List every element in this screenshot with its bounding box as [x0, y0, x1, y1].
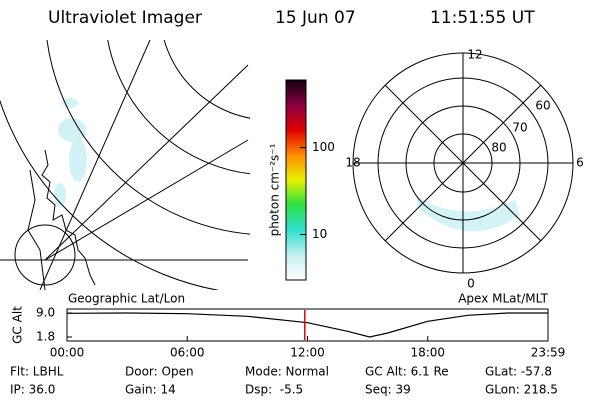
x-tick-label: 18:00 [410, 346, 445, 360]
title: Ultraviolet Imager [48, 8, 202, 28]
colorbar-tick-label: 10 [312, 227, 327, 241]
polar-label: 70 [512, 121, 527, 135]
x-tick-label: 06:00 [170, 346, 205, 360]
polar-label: 12 [467, 48, 482, 62]
info-field: Mode: Normal [245, 365, 329, 379]
polar-label: 0 [467, 277, 475, 291]
colorbar [285, 79, 307, 281]
polar-label: 60 [535, 99, 550, 113]
info-field: Gain: 14 [125, 383, 176, 397]
polar-label: 6 [576, 156, 584, 170]
time: 11:51:55 UT [430, 8, 535, 28]
info-field: Dsp: -5.5 [245, 383, 303, 397]
x-tick-label: 12:00 [290, 346, 325, 360]
info-field: GLat: -57.8 [485, 365, 552, 379]
altitude-line [66, 312, 548, 338]
colorbar-label: photon cm⁻²s⁻¹ [268, 143, 282, 236]
polar-label: 18 [345, 156, 360, 170]
info-field: IP: 36.0 [10, 383, 55, 397]
y-tick-label: 9.0 [36, 306, 55, 320]
map-label: Geographic Lat/Lon [68, 292, 185, 306]
info-field: Flt: LBHL [10, 365, 64, 379]
info-field: GC Alt: 6.1 Re [365, 365, 449, 379]
x-tick-label: 23:59 [531, 346, 566, 360]
info-field: GLon: 218.5 [485, 383, 558, 397]
y-tick-label: 1.8 [36, 330, 55, 344]
info-field: Door: Open [125, 365, 194, 379]
colorbar-tick-label: 100 [312, 140, 335, 154]
y-axis-label: GC Alt [11, 306, 25, 344]
date: 15 Jun 07 [275, 8, 356, 28]
polar-label: Apex MLat/MLT [458, 292, 548, 306]
geo-map [0, 40, 250, 290]
polar-label: 80 [491, 141, 506, 155]
x-tick-label: 00:00 [50, 346, 85, 360]
polar-grid [352, 52, 574, 274]
info-field: Seq: 39 [365, 383, 411, 397]
